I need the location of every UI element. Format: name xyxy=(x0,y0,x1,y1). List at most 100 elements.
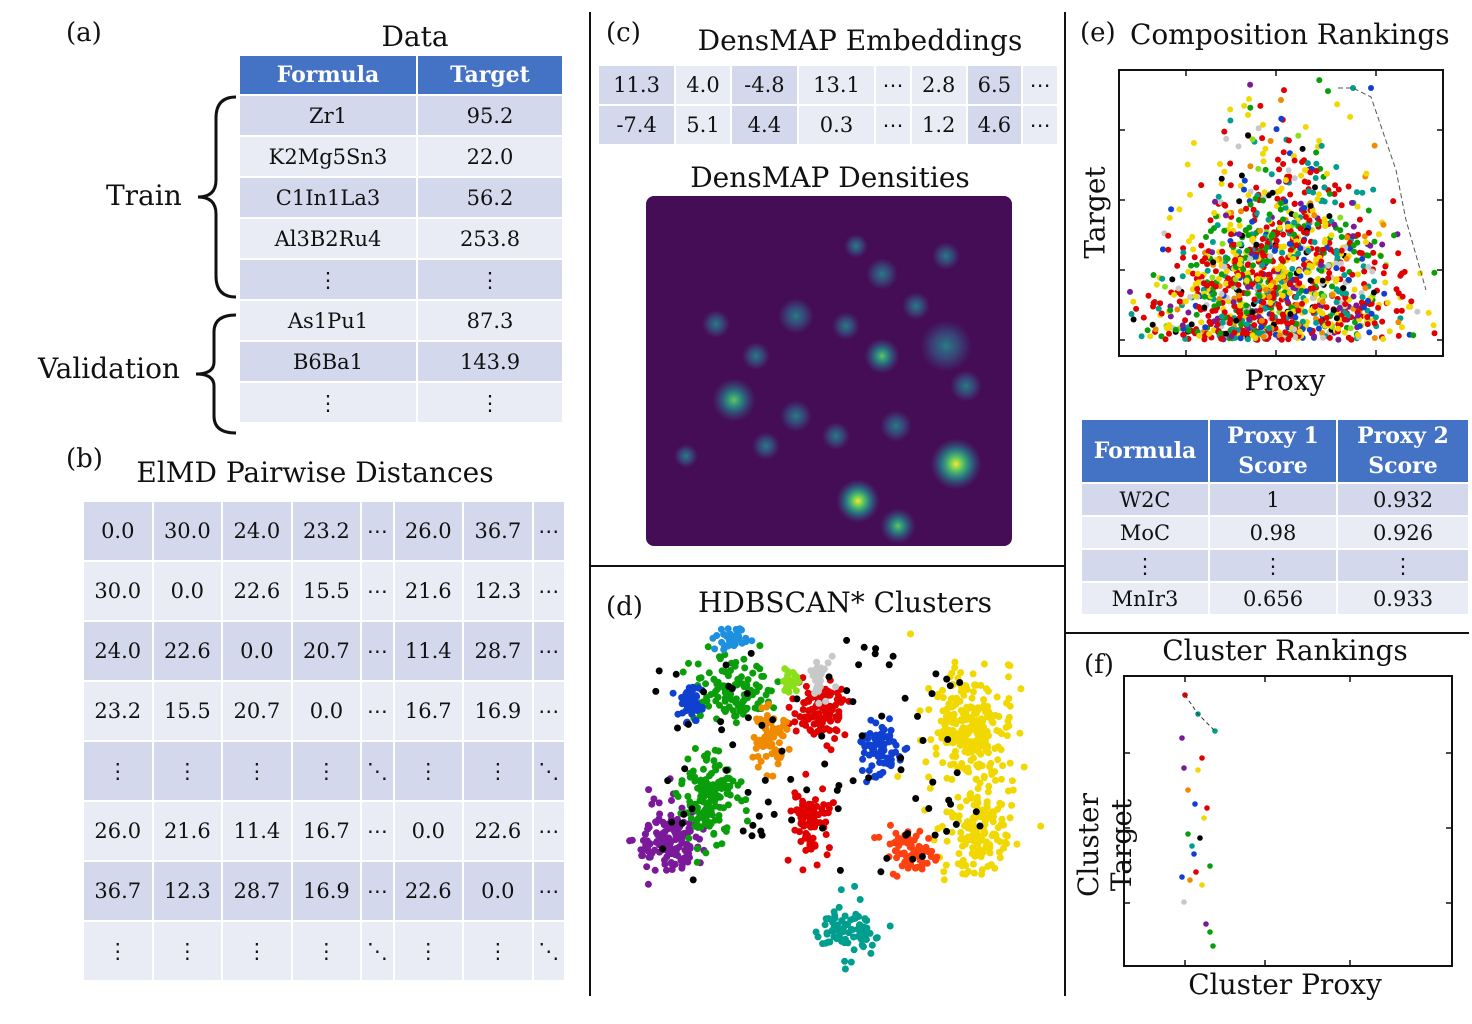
cluster-point xyxy=(678,700,686,708)
noise-point xyxy=(680,810,688,818)
composition-point xyxy=(1179,273,1186,280)
table-cell: ⋱ xyxy=(533,742,564,800)
cluster-point xyxy=(978,866,986,874)
composition-point xyxy=(1246,316,1253,323)
composition-point xyxy=(1260,197,1266,204)
cluster-point xyxy=(969,860,977,868)
composition-point xyxy=(1198,319,1205,326)
composition-point xyxy=(1311,333,1317,340)
composition-point xyxy=(1318,142,1325,149)
cluster-point xyxy=(713,841,721,849)
cluster-point xyxy=(799,797,807,805)
composition-point xyxy=(1343,255,1350,262)
noise-point xyxy=(803,786,811,794)
composition-point xyxy=(1366,229,1372,236)
composition-point xyxy=(1133,305,1140,312)
cluster-point xyxy=(792,727,800,735)
cluster-point xyxy=(660,837,668,845)
table-cell: 22.6 xyxy=(394,862,463,920)
composition-point xyxy=(1180,254,1186,261)
composition-point xyxy=(1219,319,1226,326)
cluster-point xyxy=(841,731,849,739)
composition-point xyxy=(1337,227,1344,234)
data-table-body: Zr1 95.2 K2Mg5Sn3 22.0 C1In1La3 56.2 Al3B2Ru4 2… xyxy=(240,96,562,422)
cluster-rank-point xyxy=(1203,921,1209,927)
cluster-point xyxy=(807,667,815,675)
cluster-point xyxy=(940,876,948,884)
density-map xyxy=(646,196,1012,546)
cluster-point xyxy=(668,797,675,804)
composition-point xyxy=(1332,182,1339,189)
noise-point xyxy=(956,679,964,686)
composition-point xyxy=(1290,255,1297,262)
composition-point xyxy=(1249,136,1256,143)
panel-d-label: (d) xyxy=(606,592,643,622)
distance-row: 0.0 30.0 24.0 23.2 ⋯ 26.0 36.7 ⋯ xyxy=(84,502,564,560)
composition-point xyxy=(1189,286,1196,293)
col-header-proxy2: Proxy 2 Score xyxy=(1338,420,1468,482)
table-cell: 22.6 xyxy=(223,562,291,620)
composition-point xyxy=(1342,221,1349,228)
cluster-point xyxy=(644,880,652,888)
table-cell: ⋯ xyxy=(876,66,910,104)
cluster-point xyxy=(691,696,699,704)
composition-point xyxy=(1244,247,1251,254)
cluster-point xyxy=(721,668,729,676)
table-cell: 36.7 xyxy=(84,862,152,920)
embedding-table-body: 11.3 4.0 -4.8 13.1 ⋯ 2.8 6.5 ⋯ -7.4 5.1 4.4 0.3 ⋯ 1.2… xyxy=(599,66,1057,144)
cluster-point xyxy=(760,672,768,680)
plot-f-ticks xyxy=(1124,676,1452,966)
composition-point xyxy=(1333,286,1340,293)
cluster-point xyxy=(703,697,711,705)
cluster-point xyxy=(724,625,732,633)
composition-point xyxy=(1196,332,1203,339)
cluster-point xyxy=(738,626,745,634)
noise-point xyxy=(855,661,863,669)
cluster-point xyxy=(743,817,751,825)
composition-point xyxy=(1321,218,1328,225)
cluster-point xyxy=(707,820,715,828)
composition-point xyxy=(1356,323,1363,330)
cluster-rank-point xyxy=(1195,767,1201,773)
composition-point xyxy=(1212,307,1219,314)
cluster-point xyxy=(954,764,962,772)
noise-point xyxy=(821,760,829,768)
validation-brace xyxy=(195,313,237,435)
composition-point xyxy=(1408,298,1415,305)
cluster-point xyxy=(873,934,881,942)
table-cell: ⋮ xyxy=(1338,550,1468,581)
pareto-point xyxy=(1350,85,1356,91)
composition-point xyxy=(1302,124,1309,130)
composition-point xyxy=(1185,268,1192,275)
noise-point xyxy=(932,670,940,678)
table-cell: 26.0 xyxy=(84,802,152,860)
composition-point xyxy=(1200,280,1207,287)
cluster-point xyxy=(864,735,872,743)
density-hotspot xyxy=(930,438,982,490)
cluster-point xyxy=(748,637,756,645)
cluster-point xyxy=(831,735,839,742)
composition-point xyxy=(1393,308,1400,314)
composition-point xyxy=(1287,332,1294,339)
composition-point xyxy=(1296,280,1303,287)
cluster-point xyxy=(925,685,933,692)
composition-point xyxy=(1247,104,1254,111)
density-hotspot xyxy=(778,298,814,334)
cluster-point xyxy=(984,788,992,796)
cluster-point xyxy=(669,689,677,697)
cluster-point xyxy=(707,804,715,812)
composition-point xyxy=(1218,291,1225,297)
cluster-point xyxy=(740,655,748,663)
composition-point xyxy=(1275,156,1281,163)
table-cell: 21.6 xyxy=(394,562,463,620)
composition-point xyxy=(1314,196,1321,203)
cluster-point xyxy=(934,825,942,833)
composition-point xyxy=(1190,246,1197,253)
composition-point xyxy=(1371,320,1378,327)
cluster-point xyxy=(1003,832,1011,840)
cluster-point xyxy=(971,815,979,823)
cluster-point xyxy=(987,814,994,822)
cluster-point xyxy=(997,775,1005,783)
composition-point xyxy=(1235,272,1242,279)
cluster-point xyxy=(835,708,843,716)
